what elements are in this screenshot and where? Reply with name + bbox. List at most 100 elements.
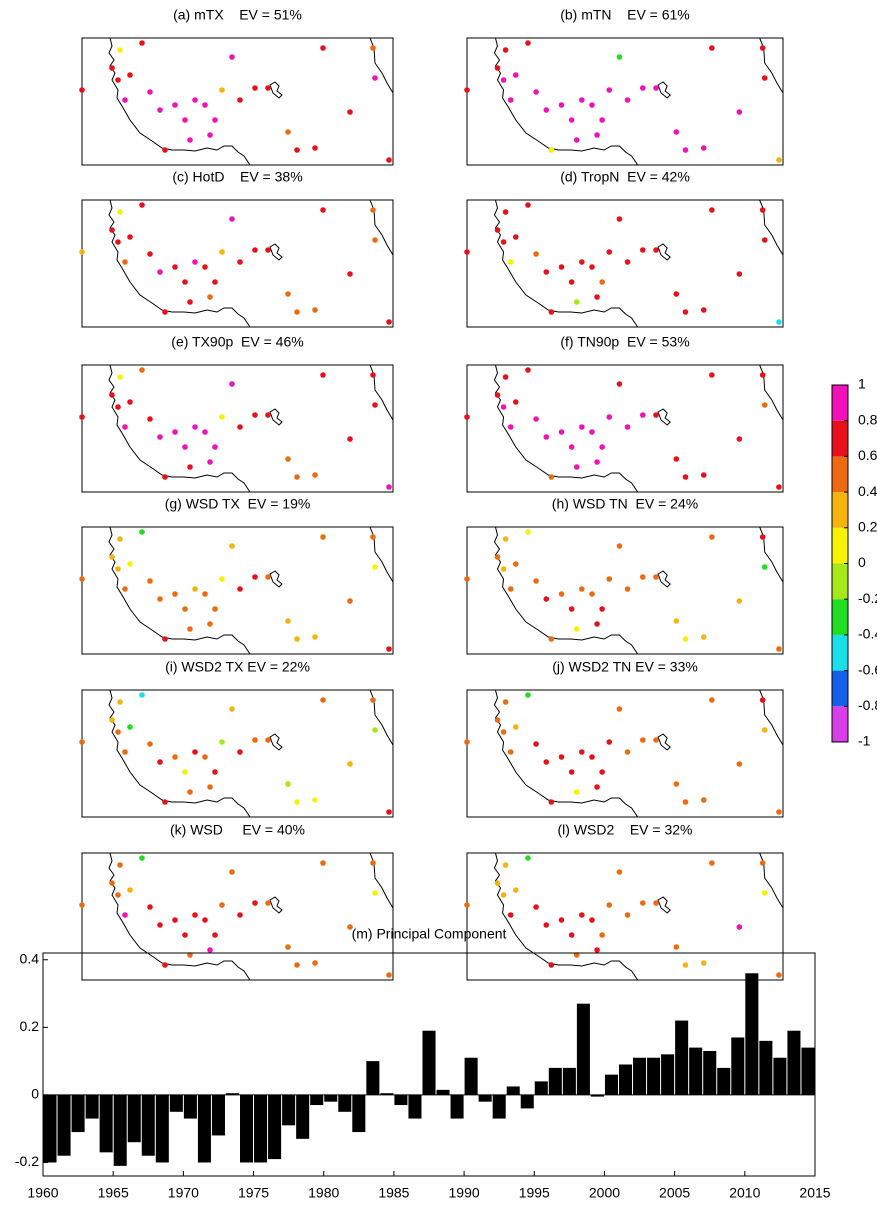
station-dot [147,741,153,747]
colorbar-segment [832,385,848,421]
bar [99,1094,113,1153]
station-dot [265,900,271,906]
station-dot [127,724,133,730]
station-dot [533,904,539,910]
station-dot [207,784,213,790]
station-dot [673,781,680,787]
station-dot [464,739,470,745]
station-dot [558,102,565,108]
bar [380,1093,394,1095]
colorbar-label: -1 [858,733,871,749]
station-dot [673,129,680,135]
station-dot [573,137,580,143]
station-dot [639,85,646,91]
station-dot [525,529,531,535]
station-dot [285,129,291,135]
station-dot [172,264,178,270]
station-dot [117,374,123,380]
station-dot [573,299,580,305]
station-dot [192,97,198,103]
station-dot [115,566,121,572]
station-dot [370,45,376,51]
station-dot [653,900,659,906]
station-dot [182,444,188,450]
station-dot [682,147,689,153]
station-dot [162,147,168,153]
bar [759,1040,773,1095]
station-dot [115,239,121,245]
panel-title: (j) WSD2 TN EV = 33% [552,659,698,675]
station-dot [736,598,743,604]
station-dot [219,87,225,93]
station-dot [202,429,208,435]
station-dot [673,944,680,950]
station-dot [237,749,243,755]
station-dot [759,45,766,51]
map-frame [81,526,394,655]
coastline [494,38,783,165]
station-dot [157,596,163,602]
station-dot [115,729,121,735]
station-dot [109,717,115,723]
station-dot [139,529,145,535]
station-dot [700,960,707,966]
station-dot [294,799,300,805]
panel-title: (d) TropN EV = 42% [560,169,690,185]
station-dot [187,626,193,632]
bar [268,1094,282,1160]
station-dot [579,586,585,592]
station-dot [639,574,646,580]
station-dot [682,309,689,315]
colorbar-segment [832,563,848,600]
bar [633,1057,647,1095]
coastline [109,527,393,654]
colorbar-segment [832,706,848,742]
panel-title: (i) WSD2 TX EV = 22% [165,659,310,675]
station-dot [117,862,123,868]
station-dot [776,809,782,815]
station-dot [172,429,178,435]
station-dot [139,855,145,861]
station-dot [673,618,680,624]
station-dot [237,259,243,265]
station-dot [182,606,188,612]
station-dot [207,621,213,627]
station-dot [606,739,613,745]
station-dot [761,402,768,408]
station-dot [682,474,689,480]
station-dot [347,598,353,604]
colorbar-label: 1 [858,376,866,392]
station-dot [320,860,326,866]
station-dot [372,402,378,408]
station-dot [776,972,782,978]
station-dot [347,109,353,115]
coastline [494,690,783,817]
station-dot [599,606,605,612]
station-dot [386,646,392,652]
station-dot [320,207,326,213]
station-dot [212,606,218,612]
station-dot [79,249,85,255]
station-dot [117,47,123,53]
station-dot [115,77,121,83]
station-dot [172,591,178,597]
bar [85,1094,99,1119]
station-dot [599,932,605,938]
station-dot [500,729,507,735]
station-dot [599,117,605,123]
colorbar-segment [832,456,848,493]
station-dot [512,234,519,240]
station-dot [252,737,258,743]
station-dot [736,761,743,767]
station-dot [502,699,509,705]
bar [618,1064,633,1095]
station-dot [709,534,715,540]
station-dot [109,392,115,398]
station-dot [776,319,782,325]
map-frame [81,199,394,328]
station-dot [700,634,707,640]
station-dot [122,97,128,103]
station-dot [548,799,555,805]
station-dot [294,474,300,480]
station-dot [507,586,514,592]
